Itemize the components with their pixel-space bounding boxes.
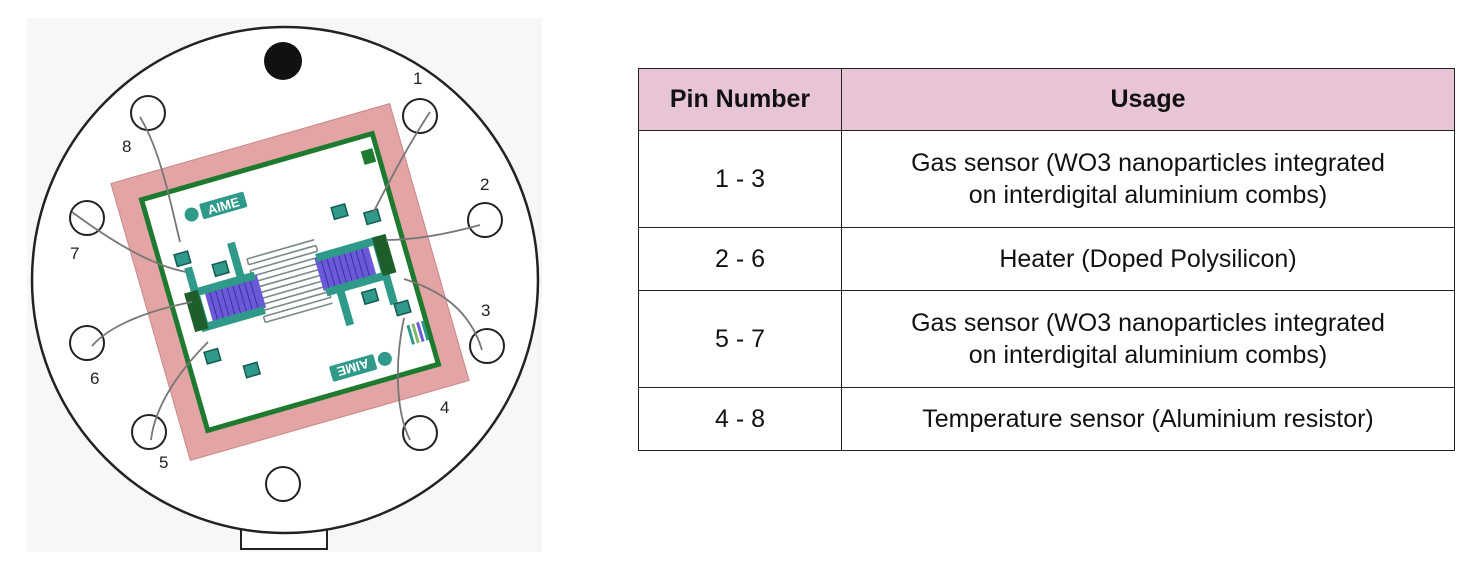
pin-7 — [69, 200, 105, 236]
bond-wires — [71, 111, 483, 441]
cell-pins: 5 - 7 — [638, 290, 842, 388]
pin-label-7: 7 — [70, 244, 79, 263]
pins — [69, 95, 505, 502]
sensor-package-diagram: AIME AIME — [27, 18, 542, 552]
pin-label-4: 4 — [440, 398, 449, 417]
heater-contact-left — [184, 289, 209, 333]
table-row: 4 - 8 Temperature sensor (Aluminium resi… — [638, 387, 1455, 451]
pin-8 — [130, 95, 166, 131]
table-header-row: Pin Number Usage — [638, 68, 1455, 131]
pin-label-8: 8 — [122, 137, 131, 156]
pin-usage-table: Pin Number Usage 1 - 3 Gas sensor (WO3 n… — [638, 68, 1455, 451]
table-row: 1 - 3 Gas sensor (WO3 nanoparticles inte… — [638, 130, 1455, 228]
pin-4 — [402, 415, 438, 451]
pin-5 — [131, 414, 167, 450]
pin-label-5: 5 — [159, 453, 168, 472]
pin-6 — [69, 325, 105, 361]
test-structure — [406, 320, 430, 345]
usage-line: on interdigital aluminium combs) — [968, 341, 1328, 369]
header-usage: Usage — [841, 68, 1455, 131]
header-pin-number: Pin Number — [638, 68, 842, 131]
table-row: 5 - 7 Gas sensor (WO3 nanoparticles inte… — [638, 290, 1455, 388]
pin-1 — [402, 98, 438, 134]
index-hole — [264, 42, 302, 80]
cell-pins: 4 - 8 — [638, 387, 842, 451]
chip-assembly: AIME AIME — [110, 102, 470, 462]
pin-label-3: 3 — [481, 301, 490, 320]
spare-pin — [265, 466, 301, 502]
alignment-mark — [360, 148, 377, 165]
table-row: 2 - 6 Heater (Doped Polysilicon) — [638, 227, 1455, 291]
cell-usage: Temperature sensor (Aluminium resistor) — [841, 387, 1455, 451]
cell-usage: Gas sensor (WO3 nanoparticles integrated… — [841, 130, 1455, 228]
heater-contact-right — [371, 233, 397, 277]
usage-line: on interdigital aluminium combs) — [968, 181, 1328, 209]
pin-3 — [469, 328, 505, 364]
pin-2 — [467, 202, 503, 238]
usage-line: Heater (Doped Polysilicon) — [999, 245, 1297, 273]
cell-usage: Heater (Doped Polysilicon) — [841, 227, 1455, 291]
usage-line: Gas sensor (WO3 nanoparticles integrated — [911, 309, 1385, 337]
pin-label-6: 6 — [90, 369, 99, 388]
pin-label-2: 2 — [480, 175, 489, 194]
cell-usage: Gas sensor (WO3 nanoparticles integrated… — [841, 290, 1455, 388]
usage-line: Temperature sensor (Aluminium resistor) — [922, 405, 1374, 433]
cell-pins: 2 - 6 — [638, 227, 842, 291]
comb-fingers — [208, 244, 371, 322]
bond-pads — [173, 202, 412, 379]
cell-pins: 1 - 3 — [638, 130, 842, 228]
usage-line: Gas sensor (WO3 nanoparticles integrated — [911, 149, 1385, 177]
pin-label-1: 1 — [413, 69, 422, 88]
